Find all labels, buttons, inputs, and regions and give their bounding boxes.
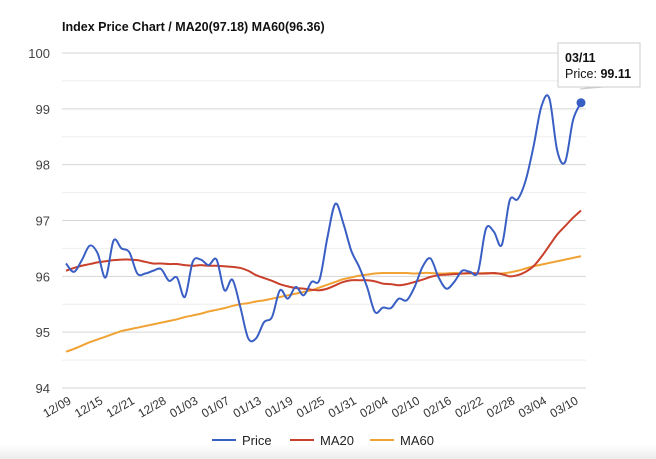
x-tick-label: 12/21 — [104, 393, 137, 420]
tooltip-label: Price: — [565, 67, 597, 81]
chart-title: Index Price Chart / MA20(97.18) MA60(96.… — [62, 20, 325, 34]
x-tick-label: 12/15 — [72, 393, 105, 420]
legend-label-ma60: MA60 — [400, 433, 434, 448]
x-tick-label: 02/16 — [421, 393, 454, 420]
legend-label-price: Price — [242, 433, 272, 448]
legend: Price MA20 MA60 — [212, 433, 434, 448]
bottom-bar — [0, 445, 656, 459]
y-tick-label: 95 — [36, 325, 50, 340]
tooltip: 03/11 Price: 99.11 — [557, 42, 641, 90]
x-tick-label: 01/31 — [326, 393, 359, 420]
x-tick-label: 03/04 — [516, 393, 549, 420]
x-tick-label: 01/25 — [294, 393, 327, 420]
y-tick-label: 98 — [36, 158, 50, 173]
x-tick-label: 01/13 — [231, 393, 264, 420]
y-tick-label: 94 — [36, 381, 50, 396]
x-tick-label: 01/19 — [262, 393, 295, 420]
legend-label-ma20: MA20 — [320, 433, 354, 448]
tooltip-date: 03/11 — [565, 51, 596, 65]
x-tick-label: 03/10 — [548, 393, 581, 420]
x-tick-label: 02/28 — [484, 393, 517, 420]
x-tick-label: 12/09 — [40, 393, 73, 420]
svg-text:Price: 99.11: Price: 99.11 — [565, 67, 631, 81]
y-tick-label: 99 — [36, 102, 50, 117]
highlighted-point — [576, 98, 586, 108]
series-line-ma20 — [65, 209, 582, 292]
x-tick-label: 01/03 — [167, 393, 200, 420]
x-tick-label: 02/04 — [357, 393, 390, 420]
y-tick-label: 96 — [36, 269, 50, 284]
x-tick-label: 01/07 — [199, 393, 232, 420]
y-tick-label: 97 — [36, 214, 50, 229]
x-tick-label: 02/22 — [452, 393, 485, 420]
y-tick-label: 100 — [28, 46, 50, 61]
x-tick-label: 12/28 — [136, 393, 169, 420]
series-line-price — [65, 94, 582, 343]
x-tick-label: 02/10 — [389, 393, 422, 420]
tooltip-value: 99.11 — [600, 67, 631, 81]
tooltip-box — [557, 42, 641, 88]
